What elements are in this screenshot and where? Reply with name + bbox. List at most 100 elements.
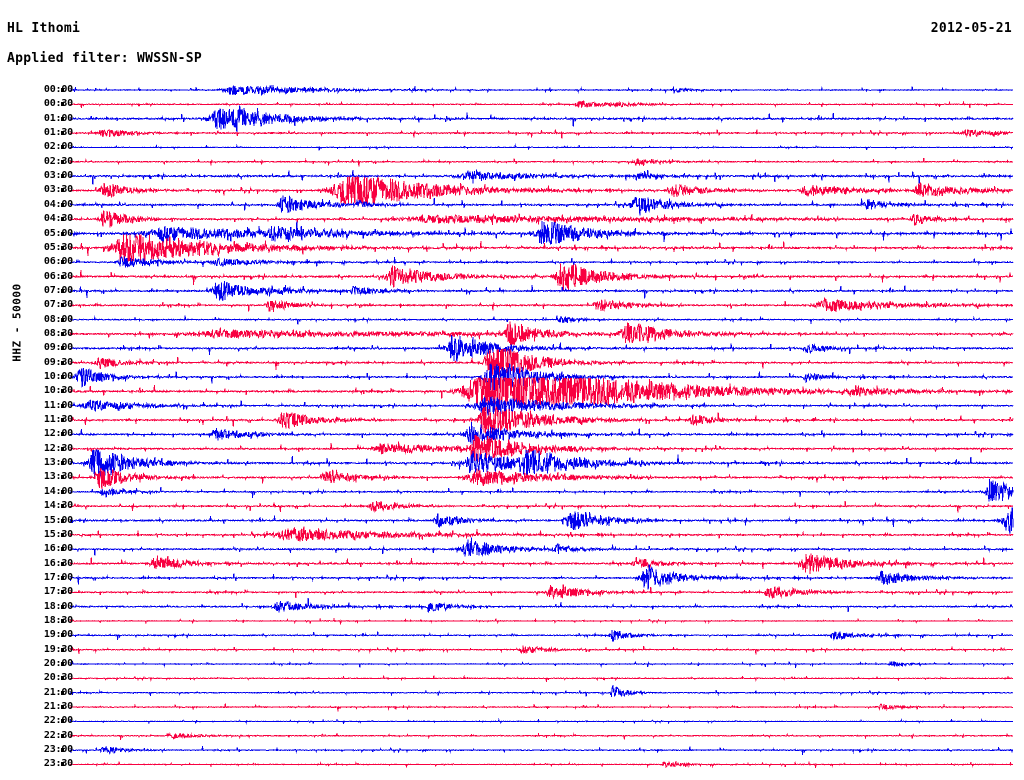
trace-0630 [70, 263, 1014, 290]
trace-1230 [69, 435, 1014, 463]
time-label-2000: 20:00 [43, 658, 73, 669]
trace-0130 [69, 128, 1014, 139]
time-label-1900: 19:00 [43, 629, 73, 641]
row-tick [61, 547, 64, 552]
trace-1700 [69, 564, 1014, 590]
time-label-0330: 03:30 [43, 184, 73, 196]
row-tick [61, 403, 64, 408]
trace-0730 [70, 297, 1014, 313]
helicorder-plot: 00:00 00:30 01:00 01:30 02:00 02:30 03:00 03:30… [0, 78, 1024, 778]
time-label-1230: 12:30 [43, 442, 73, 454]
time-label-1800: 18:00 [43, 600, 73, 612]
row-tick [61, 719, 64, 724]
time-label-0800: 08:00 [43, 313, 73, 325]
trace-1630 [70, 553, 1014, 575]
row-tick [61, 174, 64, 179]
trace-2300 [69, 745, 1013, 755]
row-tick [61, 676, 64, 681]
time-label-2130: 21:30 [43, 701, 73, 713]
row-tick [61, 690, 64, 695]
row-tick [61, 260, 64, 265]
trace-0030 [70, 100, 1014, 109]
time-label-1830: 18:30 [43, 614, 73, 626]
trace-0230 [69, 157, 1013, 167]
row-tick [61, 159, 64, 164]
row-tick [61, 288, 64, 293]
trace-0400 [69, 194, 1014, 216]
row-tick [61, 647, 64, 652]
row-tick [61, 245, 64, 250]
row-tick [61, 446, 64, 451]
trace-1130 [69, 406, 1014, 434]
row-tick [61, 375, 64, 379]
time-label-2230: 22:30 [43, 729, 73, 741]
trace-1300 [69, 449, 1013, 477]
time-label-1600: 16:00 [43, 543, 73, 555]
trace-0600 [69, 256, 1014, 268]
row-tick [61, 518, 64, 523]
row-tick [61, 590, 64, 595]
trace-0000 [70, 84, 1014, 96]
trace-0830 [69, 321, 1014, 348]
time-label-1030: 10:30 [43, 385, 73, 397]
time-label-1000: 10:00 [43, 371, 73, 382]
trace-2030 [69, 674, 1014, 682]
trace-1900 [69, 629, 1014, 643]
time-label-0100: 01:00 [43, 112, 73, 124]
row-tick [61, 145, 64, 150]
trace-0930 [70, 348, 1014, 378]
row-tick [61, 532, 64, 537]
row-tick [61, 274, 64, 279]
trace-2000 [69, 660, 1014, 668]
time-label-0030: 00:30 [43, 98, 73, 110]
time-label-1100: 11:00 [43, 399, 73, 411]
trace-1930 [69, 645, 1013, 655]
trace-0100 [69, 105, 1014, 132]
time-label-0730: 07:30 [43, 299, 73, 311]
trace-2200 [69, 717, 1014, 725]
time-label-0600: 06:00 [43, 256, 73, 268]
row-tick [61, 461, 64, 466]
time-label-0130: 01:30 [43, 127, 73, 139]
time-label-0700: 07:00 [43, 284, 73, 296]
row-tick [61, 389, 64, 394]
row-tick [61, 662, 64, 666]
trace-0430 [69, 210, 1014, 228]
trace-1400 [70, 479, 1014, 502]
trace-0900 [69, 335, 1014, 362]
row-tick [61, 575, 64, 580]
time-label-1330: 13:30 [43, 471, 73, 483]
time-label-1430: 14:30 [43, 500, 73, 512]
time-label-2330: 23:30 [43, 758, 73, 770]
trace-1200 [69, 422, 1014, 445]
trace-2100 [69, 685, 1013, 698]
trace-0700 [69, 281, 1014, 301]
row-tick [61, 88, 64, 92]
row-tick [61, 303, 64, 308]
row-tick [61, 231, 64, 236]
trace-0200 [69, 143, 1014, 151]
trace-1330 [69, 468, 1013, 490]
trace-1800 [69, 597, 1014, 613]
time-label-1930: 19:30 [43, 643, 73, 655]
row-tick [61, 475, 64, 480]
trace-1830 [69, 616, 1014, 625]
time-label-1700: 17:00 [43, 571, 73, 583]
row-tick [61, 188, 64, 193]
date-label: 2012-05-21 [930, 21, 1012, 36]
trace-0300 [69, 169, 1014, 185]
row-tick [61, 762, 64, 767]
time-label-2200: 22:00 [43, 715, 73, 727]
station-title: HL Ithomi [7, 21, 81, 36]
row-tick [61, 346, 64, 351]
trace-1600 [70, 537, 1014, 557]
trace-1500 [69, 507, 1014, 534]
trace-1730 [69, 584, 1014, 600]
seismogram-traces [69, 84, 1014, 769]
time-label-1730: 17:30 [43, 586, 73, 598]
row-tick [61, 504, 64, 509]
row-tick [61, 102, 64, 107]
trace-0530 [69, 234, 1014, 262]
row-tick [61, 633, 64, 638]
time-label-0530: 05:30 [43, 241, 73, 253]
